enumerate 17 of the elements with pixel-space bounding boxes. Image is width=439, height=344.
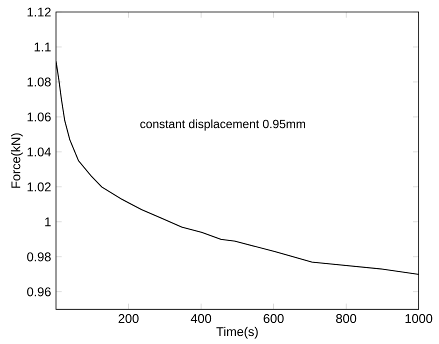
x-tick-label: 1000 (406, 314, 432, 324)
y-tick-label: 1.02 (28, 182, 51, 192)
y-tick-label: 0.96 (27, 287, 51, 296)
y-tick-label: 1.12 (28, 8, 51, 16)
y-axis-title: Force(kN) (11, 133, 23, 188)
y-tick-label: 1.04 (28, 147, 51, 156)
y-tick-label: 1.08 (28, 77, 51, 86)
y-tick-label: 0.98 (27, 252, 51, 262)
x-axis-title: Time(s) (216, 326, 258, 339)
x-tick-label: 800 (336, 314, 356, 324)
x-tick-label: 600 (264, 314, 284, 324)
y-tick-label: 1.06 (28, 112, 51, 122)
x-tick-label: 400 (190, 314, 212, 324)
y-tick-label: 1 (45, 218, 51, 226)
y-tick-label: 1.1 (34, 42, 51, 52)
annotation: constant displacement 0.95mm (140, 119, 306, 131)
x-tick-label: 200 (118, 314, 139, 324)
